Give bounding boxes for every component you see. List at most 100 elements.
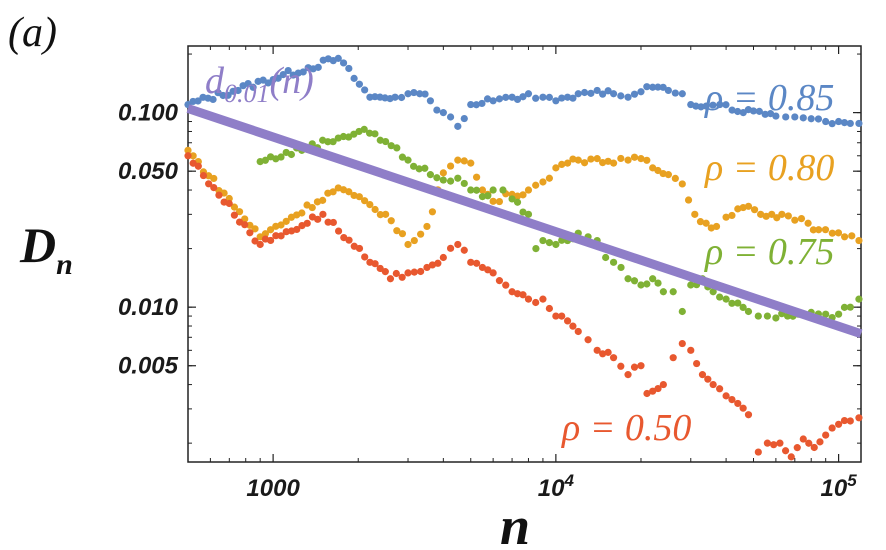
data-point <box>502 281 510 289</box>
data-point <box>593 155 601 163</box>
data-point <box>855 295 863 303</box>
data-point <box>345 236 353 244</box>
data-point <box>472 173 481 181</box>
x-tick-label: 104 <box>538 471 575 502</box>
data-point <box>366 200 374 209</box>
data-point <box>791 113 799 121</box>
data-point <box>691 210 699 218</box>
data-point <box>709 380 717 389</box>
data-point <box>716 100 724 109</box>
data-point <box>664 171 672 179</box>
y-axis-label: Dn <box>19 217 73 281</box>
data-point <box>558 160 566 168</box>
data-point <box>467 186 475 194</box>
data-point <box>272 232 280 240</box>
reference-line-label: d0.01(n) <box>205 60 314 108</box>
reference-line-layer <box>186 104 863 339</box>
data-point <box>303 219 311 227</box>
data-point <box>828 424 836 432</box>
data-point <box>545 93 553 101</box>
data-point <box>381 268 389 276</box>
data-point <box>569 94 577 102</box>
data-point <box>397 93 406 102</box>
data-point <box>816 438 824 446</box>
data-point <box>855 119 863 128</box>
data-point <box>532 181 540 189</box>
data-point <box>846 119 854 128</box>
data-point <box>624 371 632 379</box>
data-point <box>251 237 259 245</box>
data-point <box>739 303 747 312</box>
data-point <box>587 89 595 97</box>
data-point <box>376 211 384 219</box>
data-point <box>205 180 213 188</box>
data-point <box>184 152 192 160</box>
data-point <box>855 236 863 245</box>
data-point <box>822 310 830 318</box>
data-point <box>734 399 742 408</box>
data-point <box>386 275 395 283</box>
data-point <box>439 253 447 262</box>
data-point <box>604 348 612 356</box>
data-point <box>478 99 486 108</box>
data-point <box>454 174 462 182</box>
data-point <box>552 164 560 172</box>
data-point <box>593 86 601 95</box>
y-tick-label: 0.100 <box>118 100 179 127</box>
data-point <box>210 183 218 192</box>
data-point <box>709 288 717 296</box>
data-point <box>532 94 540 102</box>
data-point <box>410 162 418 170</box>
data-point <box>261 156 269 164</box>
data-point <box>194 162 202 170</box>
data-point <box>489 97 497 105</box>
data-point <box>194 97 202 105</box>
data-point <box>599 90 607 98</box>
data-point <box>659 288 667 296</box>
data-point <box>513 290 522 298</box>
data-point <box>439 176 447 184</box>
data-point <box>545 239 553 247</box>
data-point <box>215 191 223 199</box>
data-point <box>539 236 547 245</box>
axis-ticks: 1000 104 105 0.100 0.050 0.010 0.005 <box>118 46 861 502</box>
data-point <box>329 188 337 196</box>
data-point <box>763 439 772 447</box>
data-point <box>371 130 379 138</box>
data-point <box>604 87 612 95</box>
data-point <box>266 226 275 234</box>
y-tick-label: 0.050 <box>118 158 179 185</box>
data-point <box>822 117 830 126</box>
data-point <box>189 152 197 160</box>
data-point <box>698 371 707 379</box>
data-point <box>513 95 522 104</box>
data-point <box>637 88 645 96</box>
data-point <box>446 177 455 185</box>
data-point <box>630 277 639 285</box>
data-point <box>539 295 547 303</box>
data-point <box>587 155 595 163</box>
data-point <box>702 102 710 110</box>
data-point <box>314 215 322 223</box>
data-point <box>404 240 412 249</box>
data-point <box>659 83 667 91</box>
data-point <box>199 171 208 180</box>
data-point <box>423 222 431 231</box>
series-3 <box>184 152 863 461</box>
data-point <box>761 110 769 118</box>
plot-frame <box>187 45 862 463</box>
data-point <box>392 269 400 278</box>
data-point <box>241 215 249 223</box>
data-point <box>502 93 510 101</box>
data-point <box>599 158 607 167</box>
data-point <box>484 266 492 274</box>
data-point <box>308 203 316 212</box>
data-point <box>524 295 533 303</box>
data-point <box>519 191 527 199</box>
data-point <box>244 79 252 88</box>
data-point <box>524 186 533 194</box>
data-point <box>609 90 618 98</box>
data-point <box>398 230 407 238</box>
data-point <box>609 159 618 167</box>
data-point <box>828 120 836 128</box>
